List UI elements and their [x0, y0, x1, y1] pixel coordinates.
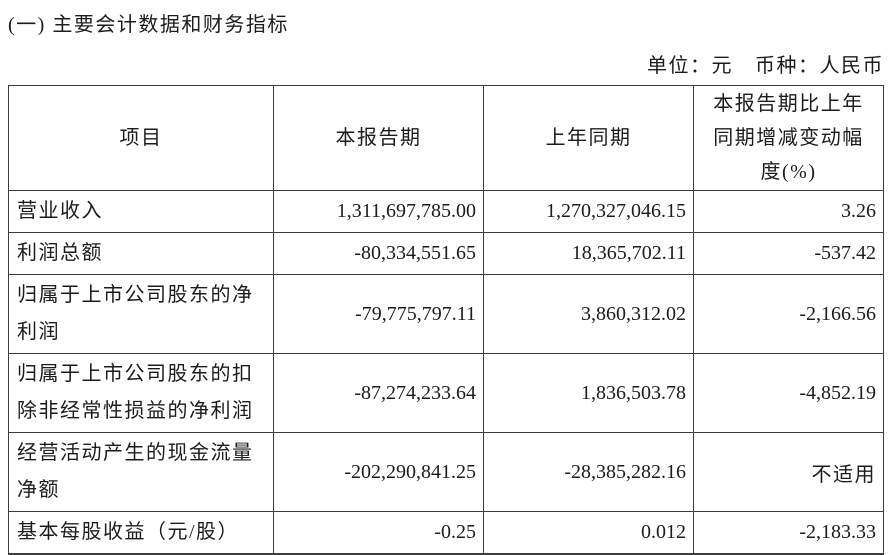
item-cell: 营业收入: [8, 190, 274, 233]
item-cell: 归属于上市公司股东的扣除非经常性损益的净利润: [8, 353, 274, 433]
table-row-total-profit: 利润总额 -80,334,551.65 18,365,702.11 -537.4…: [8, 232, 884, 275]
current-period-cell: -0.25: [273, 511, 484, 555]
table-row-net-profit-excl-nonrecurring: 归属于上市公司股东的扣除非经常性损益的净利润 -87,274,233.64 1,…: [8, 353, 884, 433]
prior-period-cell: 1,836,503.78: [483, 353, 694, 433]
column-header-item: 项目: [8, 85, 274, 191]
current-period-cell: -79,775,797.11: [273, 274, 484, 354]
change-cell: -537.42: [693, 232, 884, 275]
prior-period-cell: 0.012: [483, 511, 694, 555]
prior-period-cell: 3,860,312.02: [483, 274, 694, 354]
current-period-cell: -80,334,551.65: [273, 232, 484, 275]
unit-label: 单位：元: [647, 55, 733, 77]
prior-period-cell: 18,365,702.11: [483, 232, 694, 275]
column-header-prior-period: 上年同期: [483, 85, 694, 191]
prior-period-cell: -28,385,282.16: [483, 432, 694, 512]
table-row-net-profit-attributable: 归属于上市公司股东的净利润 -79,775,797.11 3,860,312.0…: [8, 274, 884, 354]
item-cell: 基本每股收益（元/股）: [8, 511, 274, 555]
column-header-current-period: 本报告期: [273, 85, 484, 191]
currency-label: 币种：人民币: [755, 55, 884, 77]
table-row-operating-cash-flow: 经营活动产生的现金流量净额 -202,290,841.25 -28,385,28…: [8, 432, 884, 512]
current-period-cell: 1,311,697,785.00: [273, 190, 484, 233]
unit-line: 单位：元 币种：人民币: [647, 49, 884, 78]
table-header-row: 项目 本报告期 上年同期 本报告期比上年同期增减变动幅度(%): [8, 85, 884, 191]
table-row-basic-eps: 基本每股收益（元/股） -0.25 0.012 -2,183.33: [8, 511, 884, 555]
column-header-change-rate-text: 本报告期比上年同期增减变动幅度(%): [713, 93, 864, 183]
table-row-operating-revenue: 营业收入 1,311,697,785.00 1,270,327,046.15 3…: [8, 190, 884, 233]
change-cell: 不适用: [693, 432, 884, 512]
current-period-cell: -87,274,233.64: [273, 353, 484, 433]
current-period-cell: -202,290,841.25: [273, 432, 484, 512]
change-cell: -2,166.56: [693, 274, 884, 354]
section-title: (一) 主要会计数据和财务指标: [8, 14, 289, 36]
item-cell: 归属于上市公司股东的净利润: [8, 274, 274, 354]
financial-indicators-table: 项目 本报告期 上年同期 本报告期比上年同期增减变动幅度(%) 营业收入 1,3…: [8, 85, 884, 555]
change-cell: -4,852.19: [693, 353, 884, 433]
column-header-change-rate: 本报告期比上年同期增减变动幅度(%): [693, 85, 884, 191]
item-cell: 利润总额: [8, 232, 274, 275]
prior-period-cell: 1,270,327,046.15: [483, 190, 694, 233]
change-cell: 3.26: [693, 190, 884, 233]
item-cell: 经营活动产生的现金流量净额: [8, 432, 274, 512]
change-cell: -2,183.33: [693, 511, 884, 555]
